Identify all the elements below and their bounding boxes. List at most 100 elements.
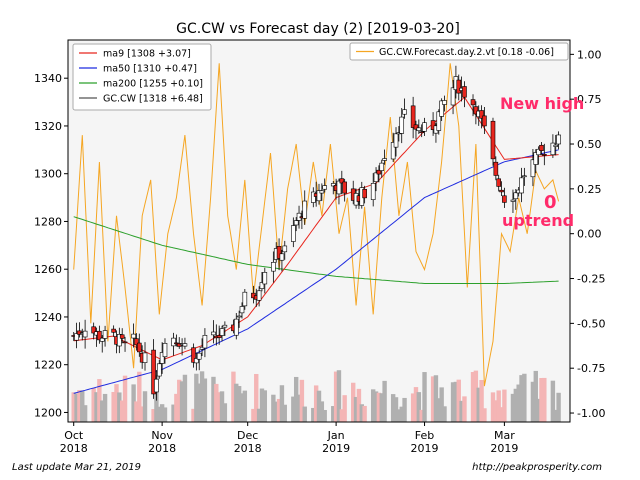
volume-bar xyxy=(459,400,464,422)
volume-bar xyxy=(370,389,376,422)
ma200-series xyxy=(73,216,559,284)
volume-bar xyxy=(342,395,347,422)
candle-body xyxy=(493,161,499,176)
candle-body xyxy=(171,337,176,347)
volume-bar xyxy=(262,390,268,422)
volume-bar xyxy=(151,409,156,422)
volume-bar xyxy=(442,406,447,422)
forecast-series xyxy=(73,63,560,387)
y-left-tick-label: 1280 xyxy=(34,215,62,228)
candle-body xyxy=(156,363,162,377)
candle-body xyxy=(233,318,239,336)
volume-bar xyxy=(296,394,302,422)
candle-body xyxy=(390,142,396,160)
volume-bar xyxy=(100,400,105,422)
plot-frame xyxy=(67,39,571,423)
volume-bar xyxy=(470,372,476,422)
volume-bar xyxy=(157,406,162,422)
candle-body xyxy=(470,99,476,106)
volume-bar xyxy=(291,396,296,422)
volume-bar xyxy=(513,388,519,422)
candle-body xyxy=(216,335,222,338)
candle-body xyxy=(339,178,345,184)
candle-body xyxy=(322,185,328,190)
volume-bar xyxy=(139,406,145,422)
candle-body xyxy=(533,152,539,165)
x-tick-label-year: 2018 xyxy=(60,442,88,455)
volume-bar xyxy=(159,404,165,422)
volume-bar xyxy=(293,376,299,422)
volume-bar xyxy=(510,393,516,422)
candle-body xyxy=(413,124,419,130)
candle-body xyxy=(222,324,228,328)
annotation-new-high: New high xyxy=(500,94,584,113)
volume-bar xyxy=(256,408,262,422)
candle-body xyxy=(291,225,296,242)
volume-bar xyxy=(174,393,179,422)
volume-bar xyxy=(473,370,479,422)
y-right-tick-label: -0.75 xyxy=(577,362,605,375)
candle-body xyxy=(482,115,487,127)
candle-body xyxy=(316,190,322,202)
candle-body xyxy=(302,200,308,219)
volume-bar xyxy=(134,401,139,422)
volume-bar xyxy=(422,372,427,422)
candle-body xyxy=(416,127,422,131)
volume-bar xyxy=(402,397,407,422)
candle-body xyxy=(239,306,245,314)
volume-bar xyxy=(379,393,384,422)
volume-bar xyxy=(274,401,279,422)
x-tick-label-month: Mar xyxy=(494,429,515,442)
candle-body xyxy=(196,352,202,360)
candle-body xyxy=(236,315,242,318)
candle-body xyxy=(502,195,507,203)
candle-body xyxy=(336,180,342,195)
candle-body xyxy=(131,333,136,339)
volume-bar xyxy=(553,409,558,422)
volume-bar xyxy=(177,379,182,422)
candle-body xyxy=(430,120,436,130)
legend-right-box xyxy=(349,42,569,61)
volume-bar xyxy=(171,404,176,422)
volume-bar xyxy=(399,406,404,422)
volume-bar xyxy=(456,379,461,422)
volume-bar xyxy=(542,377,547,422)
candle-body xyxy=(542,153,547,156)
candle-body xyxy=(122,341,128,344)
volume-bar xyxy=(179,381,185,422)
legend-left: ma9 [1308 +3.07] ma50 [1310 +0.47] ma200 [… xyxy=(72,43,212,111)
candle-body xyxy=(536,148,541,156)
legend-left-label: ma50 [1310 +0.47] xyxy=(103,64,197,75)
volume-bar xyxy=(556,392,561,422)
candle-body xyxy=(402,109,407,115)
candle-body xyxy=(137,342,142,353)
candle-body xyxy=(379,162,385,171)
volume-bar xyxy=(331,406,336,422)
candle-body xyxy=(362,188,367,199)
volume-bar xyxy=(376,392,382,422)
candle-body xyxy=(262,272,268,285)
legend-left-box xyxy=(72,43,212,111)
volume-bar xyxy=(333,371,339,422)
volume-bar xyxy=(339,409,345,422)
volume-bar xyxy=(550,380,556,422)
volume-bar xyxy=(82,405,88,422)
annotation-uptrend: uptrend xyxy=(502,211,574,230)
y-right-tick-label: -1.00 xyxy=(577,407,605,420)
volume-bar xyxy=(516,384,521,422)
volume-bar xyxy=(482,408,487,422)
candle-body xyxy=(513,192,519,200)
volume-bar xyxy=(102,393,108,422)
candle-body xyxy=(159,352,165,364)
volume-bar xyxy=(254,373,259,422)
candle-body xyxy=(182,343,188,347)
candle-body xyxy=(282,245,288,253)
y-left-tick-label: 1320 xyxy=(34,120,62,133)
candle-body xyxy=(473,106,479,115)
volume-bar xyxy=(396,409,402,422)
volume-bar xyxy=(496,390,501,422)
volume-bar xyxy=(439,387,444,422)
volume-bar xyxy=(351,382,356,422)
volume-bar xyxy=(436,398,441,422)
y-right-tick-label: 0.75 xyxy=(577,93,602,106)
